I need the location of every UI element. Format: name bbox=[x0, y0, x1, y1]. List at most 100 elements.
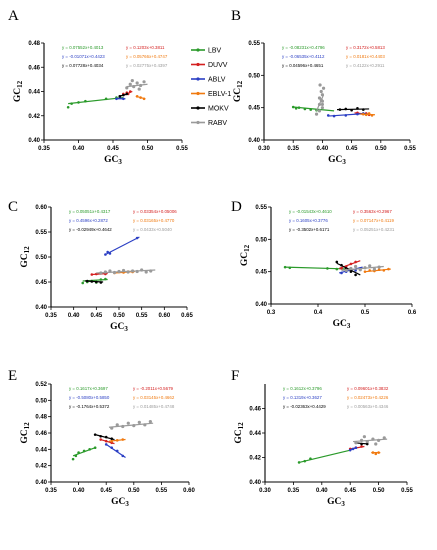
x-axis-label: GC3 bbox=[328, 155, 346, 166]
data-point bbox=[320, 106, 324, 110]
data-point bbox=[81, 281, 85, 285]
data-point bbox=[142, 80, 146, 84]
panel-label: D bbox=[231, 199, 242, 215]
series-mokv bbox=[84, 279, 104, 284]
trend-line bbox=[68, 96, 124, 105]
y-tick-label: 0.55 bbox=[248, 41, 260, 47]
legend-marker bbox=[196, 77, 200, 81]
regression-equation: y = 0.1319x+0.3627 bbox=[283, 395, 322, 400]
regression-equation: y = 0.00563x+0.4346 bbox=[347, 404, 389, 409]
series-eblv-1 bbox=[135, 95, 146, 101]
x-tick-label: 0.50 bbox=[375, 146, 387, 152]
y-tick-label: 0.45 bbox=[255, 270, 267, 276]
regression-equation: y = 0.3563x+0.2967 bbox=[353, 209, 392, 214]
x-axis-label: GC3 bbox=[333, 319, 351, 330]
x-tick-label: 0.5 bbox=[361, 310, 370, 316]
data-point bbox=[354, 264, 358, 269]
y-tick-label: 0.42 bbox=[249, 456, 261, 462]
trend-line bbox=[108, 422, 154, 428]
data-point bbox=[374, 442, 378, 446]
data-point bbox=[335, 260, 339, 264]
data-point bbox=[135, 81, 139, 85]
y-axis-label: GC12 bbox=[233, 80, 244, 102]
data-point bbox=[126, 421, 130, 425]
panel-A: A 0.35 0.40 0.45 0.50 0.55 0.40 0.42 0.44 0.46 0.4… bbox=[8, 8, 188, 166]
x-tick-label: 0.35 bbox=[45, 313, 57, 319]
x-tick-label: 0.35 bbox=[45, 488, 57, 494]
trend-line bbox=[298, 449, 351, 463]
series-rabv bbox=[125, 78, 148, 91]
y-tick-label: 0.42 bbox=[35, 464, 47, 470]
x-tick-label: 0.45 bbox=[344, 488, 356, 494]
x-tick-label: 0.35 bbox=[38, 146, 50, 152]
y-tick-label: 0.40 bbox=[248, 138, 260, 144]
series-rabv bbox=[108, 419, 154, 430]
x-tick-label: 0.55 bbox=[401, 488, 413, 494]
regression-equation: y = 0.1612x+0.3796 bbox=[283, 386, 322, 391]
trend-line bbox=[100, 438, 115, 445]
legend-marker bbox=[196, 62, 200, 67]
y-tick-label: 0.50 bbox=[35, 398, 47, 404]
regression-equation: y = 0.03354x+0.05006 bbox=[133, 209, 177, 214]
legend: LBV DUVV ABLV EBLV-1 MOKV RABV bbox=[191, 48, 231, 127]
data-point bbox=[128, 82, 132, 86]
trend-line bbox=[336, 262, 361, 276]
x-tick-label: 0.60 bbox=[158, 313, 170, 319]
y-axis-label: GC12 bbox=[20, 246, 31, 268]
y-axis-label: GC12 bbox=[234, 422, 245, 444]
y-tick-label: 0.55 bbox=[35, 230, 47, 236]
y-tick-label: 0.46 bbox=[249, 407, 261, 413]
data-point bbox=[354, 273, 357, 277]
regression-equation: y = 0.3172x+0.5813 bbox=[346, 45, 385, 50]
x-tick-label: 0.50 bbox=[113, 313, 125, 319]
regression-equation: y = -0.5080x+0.5850 bbox=[69, 395, 110, 400]
x-tick-label: 0.4 bbox=[314, 310, 323, 316]
regression-equation: y = 0.07728x+0.4034 bbox=[62, 63, 104, 68]
regression-equation: y = 0.1605x+0.3776 bbox=[289, 218, 328, 223]
x-tick-label: 0.60 bbox=[183, 488, 195, 494]
legend-label: RABV bbox=[208, 120, 227, 127]
series-eblv-1 bbox=[360, 112, 375, 117]
trend-line bbox=[95, 434, 115, 441]
panel-B: B 0.30 0.35 0.40 0.45 0.50 0.55 0.40 0.45 0.50 0.5… bbox=[231, 8, 416, 166]
series-ablv bbox=[104, 236, 140, 256]
regression-equation: y = -0.01543x+0.4610 bbox=[289, 209, 332, 214]
series-lbv bbox=[71, 446, 97, 461]
y-axis-label: GC12 bbox=[20, 422, 31, 444]
x-tick-label: 0.35 bbox=[287, 146, 299, 152]
x-tick-label: 0.40 bbox=[73, 146, 85, 152]
data-point bbox=[320, 102, 324, 107]
series-ablv bbox=[104, 443, 126, 458]
regression-equation: y = -0.1764x+0.5372 bbox=[69, 404, 110, 409]
x-axis-label: GC3 bbox=[111, 497, 129, 508]
panel-label: B bbox=[231, 8, 241, 24]
y-tick-label: 0.46 bbox=[28, 65, 40, 71]
trend-line bbox=[293, 106, 335, 112]
legend-marker bbox=[196, 91, 200, 96]
panel-D: D 0.3 0.4 0.5 0.6 0.40 0.45 0.50 0.55 GC3 GC12 y = … bbox=[231, 199, 417, 330]
x-tick-label: 0.55 bbox=[404, 146, 416, 152]
data-point bbox=[115, 423, 119, 427]
series-ablv bbox=[326, 112, 367, 118]
trend-line bbox=[338, 260, 361, 269]
trend-line bbox=[135, 95, 146, 100]
y-tick-label: 0.55 bbox=[255, 205, 267, 211]
data-point bbox=[137, 420, 141, 424]
data-point bbox=[137, 87, 141, 91]
series-rabv bbox=[96, 268, 156, 275]
regression-equation: y = 0.4596x+0.2872 bbox=[69, 218, 108, 223]
trend-line bbox=[72, 447, 96, 457]
series-lbv bbox=[297, 449, 351, 464]
trend-line bbox=[105, 236, 140, 256]
regression-equation: y = 0.07552x+0.4013 bbox=[62, 45, 104, 50]
y-tick-label: 0.40 bbox=[249, 480, 261, 486]
y-tick-label: 0.50 bbox=[35, 255, 47, 261]
x-tick-label: 0.45 bbox=[100, 488, 112, 494]
y-tick-label: 0.42 bbox=[28, 114, 40, 120]
y-tick-label: 0.40 bbox=[35, 305, 47, 311]
data-point bbox=[372, 267, 376, 271]
regression-equation: y = 0.0433x+0.5040 bbox=[133, 227, 172, 232]
y-tick-label: 0.44 bbox=[249, 431, 261, 437]
regression-equation: y = 0.05766x+0.4747 bbox=[126, 54, 168, 59]
data-point bbox=[317, 109, 322, 113]
